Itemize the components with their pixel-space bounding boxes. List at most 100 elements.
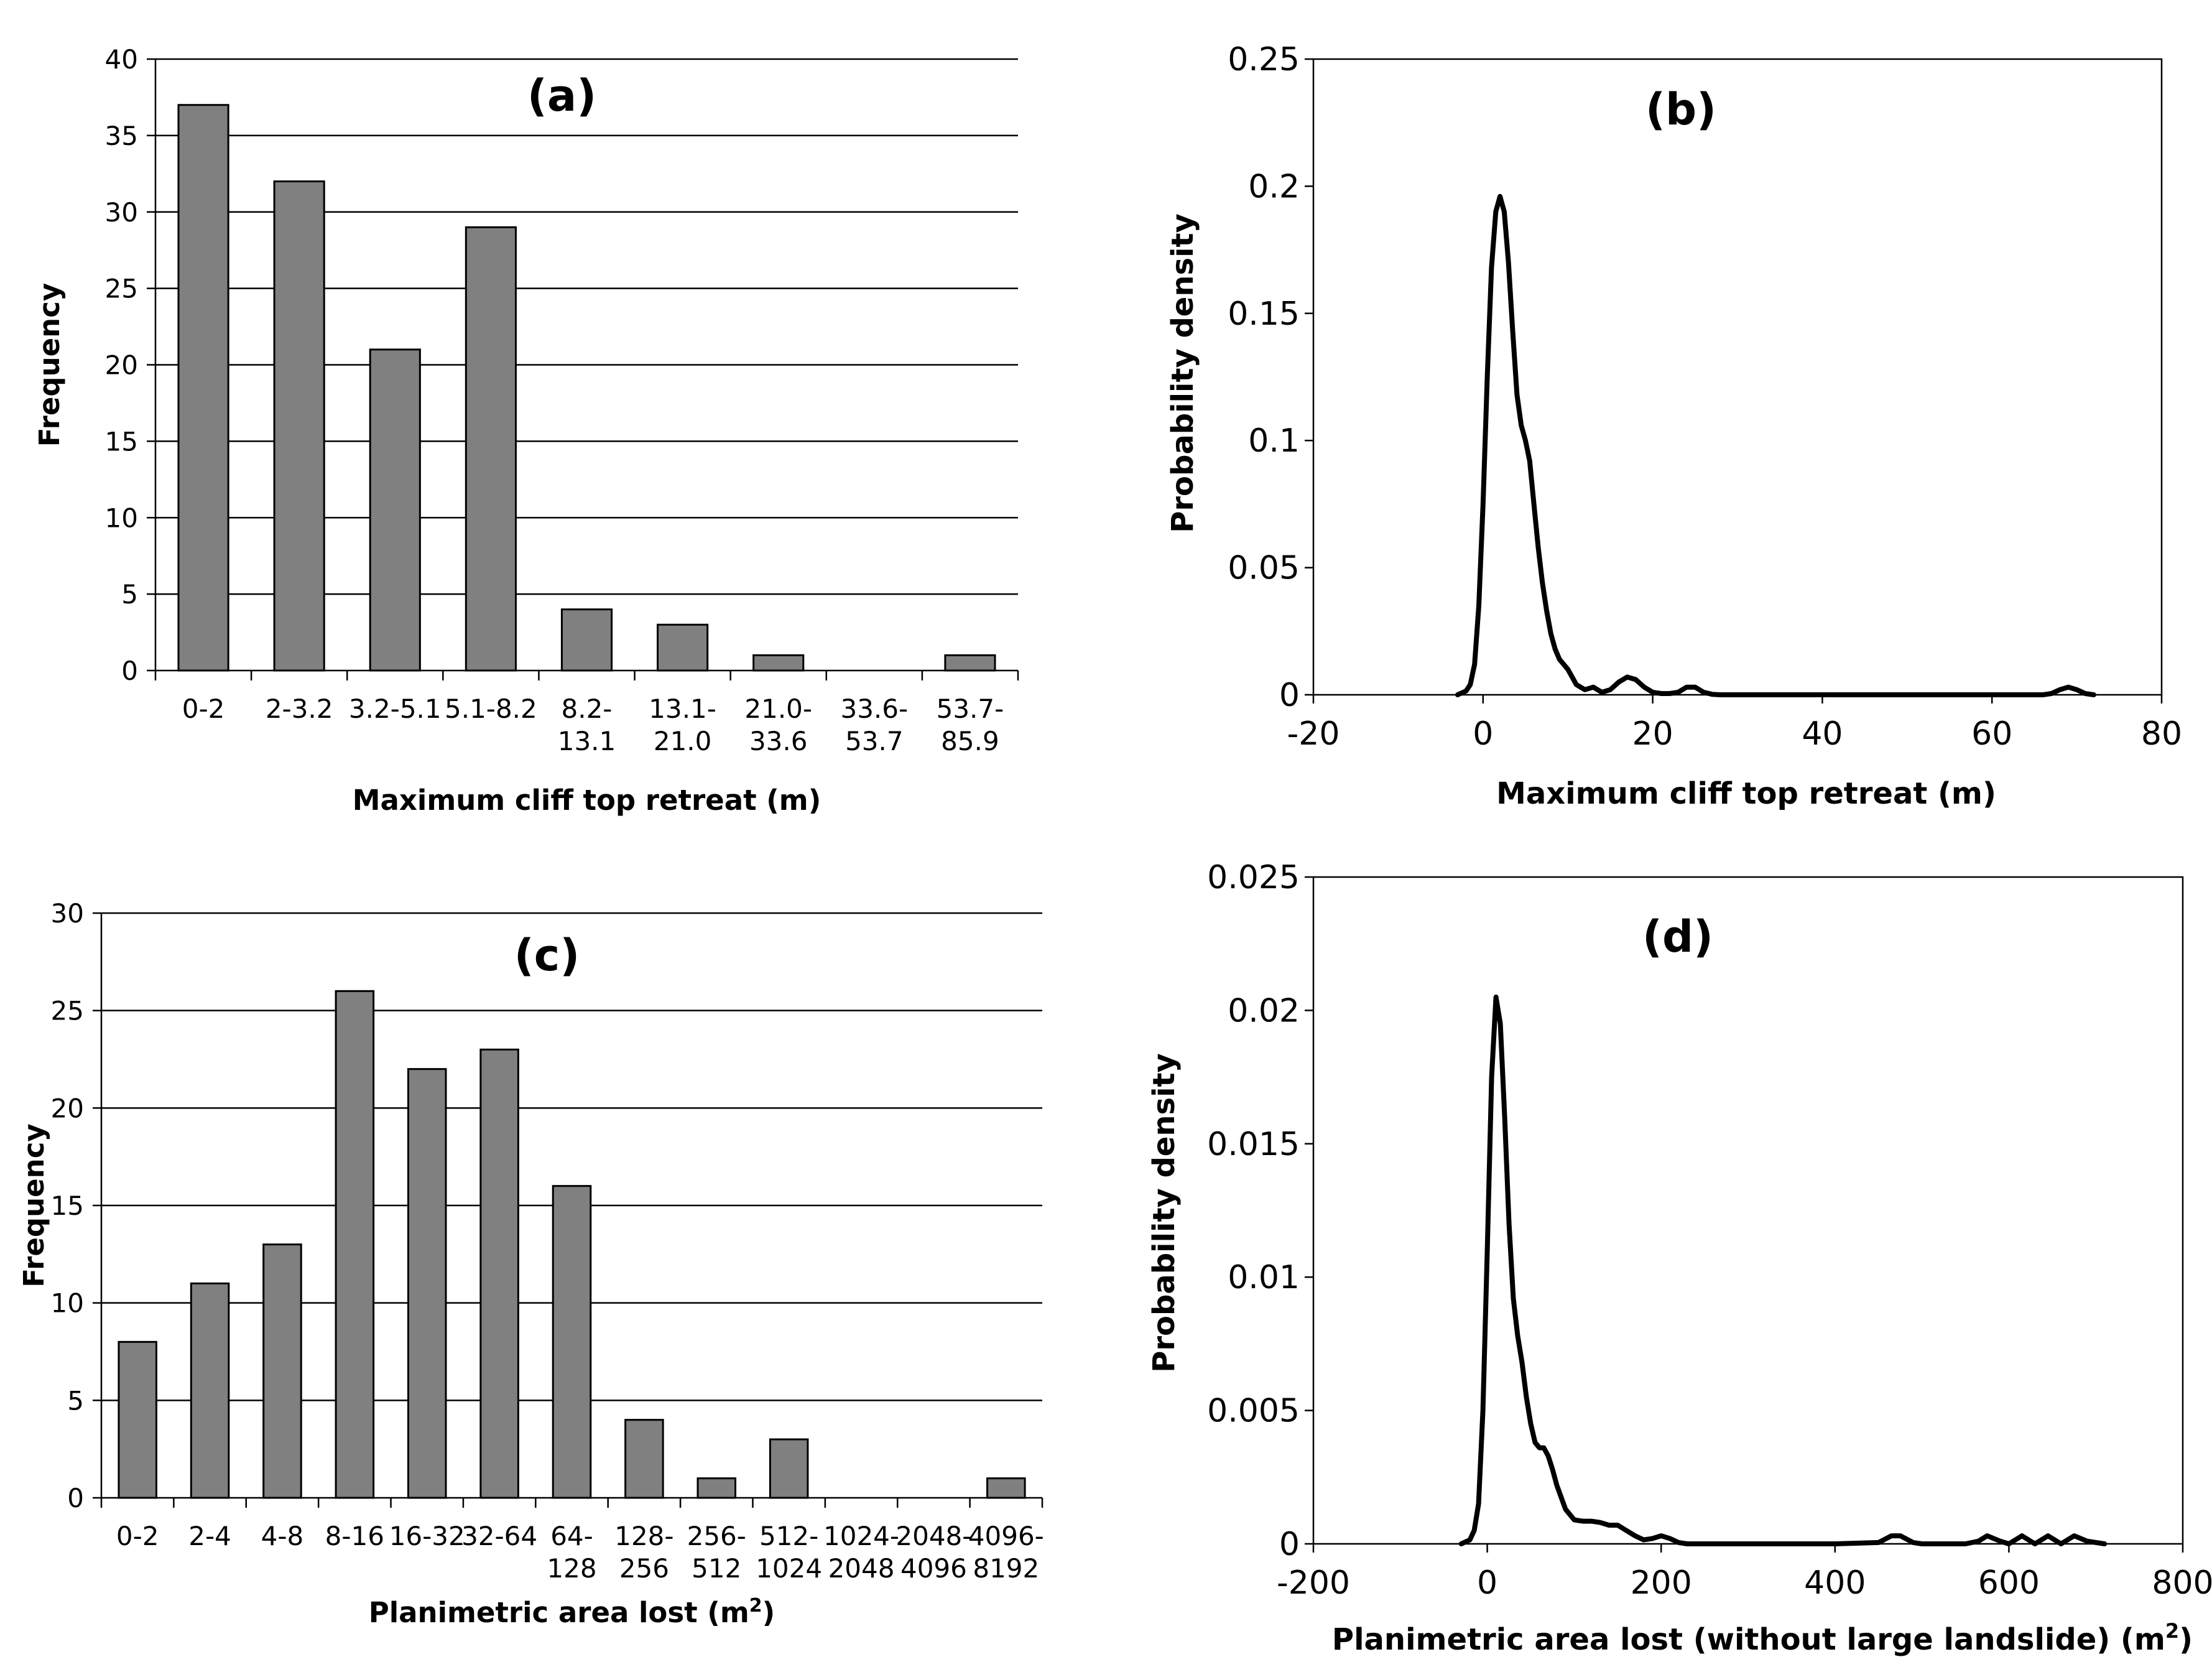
bar bbox=[335, 990, 375, 1499]
bar bbox=[369, 348, 421, 672]
bar bbox=[465, 226, 517, 672]
panel-label: (d) bbox=[1642, 911, 1713, 962]
density-curve bbox=[1458, 995, 2108, 1546]
bar bbox=[769, 1438, 809, 1499]
bar bbox=[560, 608, 613, 672]
x-tick-label: 4-8 bbox=[261, 1521, 304, 1551]
y-tick-label: 10 bbox=[51, 1288, 84, 1319]
plot-frame bbox=[1312, 58, 2163, 696]
x-tick-label: 2-4 bbox=[188, 1521, 231, 1551]
x-tick-label: 400 bbox=[1804, 1564, 1866, 1602]
chart-panel-a: 0 5 10 15 20 25 30 35 40 0-2 2-3.2 3.2-5.1 5.1-8.2 8.… bbox=[33, 44, 1019, 817]
y-axis-title: Probability density bbox=[1147, 1053, 1182, 1373]
y-axis-title: Frequency bbox=[33, 283, 66, 447]
x-tick-label: 2-3.2 bbox=[266, 694, 333, 724]
x-tick-label: 5.1-8.2 bbox=[445, 694, 537, 724]
x-tick-label: 40 bbox=[1802, 715, 1843, 753]
x-tick-label: 16-32 bbox=[389, 1521, 465, 1551]
x-tick-label: 8.2-13.1 bbox=[558, 694, 616, 756]
bar bbox=[657, 623, 709, 672]
x-tick-label: -200 bbox=[1277, 1564, 1350, 1602]
x-tick-label: 21.0-33.6 bbox=[744, 694, 812, 756]
y-axis-title: Frequency bbox=[17, 1123, 50, 1287]
bar bbox=[944, 654, 996, 672]
y-tick-label: 0.025 bbox=[1207, 859, 1300, 896]
y-tick-label: 0.015 bbox=[1207, 1126, 1300, 1163]
bar bbox=[479, 1048, 519, 1499]
x-tick-label: 33.6-53.7 bbox=[840, 694, 908, 756]
x-axis-title: Planimetric area lost (m2) bbox=[369, 1595, 775, 1630]
x-tick-label: 8-16 bbox=[325, 1521, 384, 1551]
x-tick-label: 32-64 bbox=[461, 1521, 537, 1551]
bar bbox=[624, 1419, 664, 1499]
bar bbox=[752, 654, 805, 672]
x-axis-title: Planimetric area lost (without large lan… bbox=[1332, 1619, 2193, 1657]
bar bbox=[986, 1477, 1026, 1499]
y-tick-label: 0 bbox=[1279, 677, 1300, 714]
panel-label: (b) bbox=[1645, 84, 1716, 135]
y-tick-label: 15 bbox=[51, 1191, 84, 1221]
y-tick-label: 0 bbox=[67, 1483, 84, 1513]
x-tick-label: 128-256 bbox=[614, 1521, 673, 1584]
y-tick-label: 0.005 bbox=[1207, 1393, 1300, 1430]
bar bbox=[273, 180, 325, 672]
x-tick-label: 600 bbox=[1978, 1564, 2040, 1602]
y-tick-label: 35 bbox=[105, 121, 138, 151]
y-tick-label: 0.05 bbox=[1228, 550, 1300, 587]
x-tick-label: 64-128 bbox=[547, 1521, 596, 1584]
plot-frame bbox=[1312, 876, 2184, 1545]
x-tick-label: 53.7-85.9 bbox=[937, 694, 1004, 756]
y-tick-label: 0.01 bbox=[1228, 1259, 1300, 1296]
y-tick-label: 20 bbox=[51, 1093, 84, 1123]
bar bbox=[190, 1282, 230, 1499]
chart-panel-b: 00.050.10.150.20.25-20 0 20 40 60 80(b)Probab… bbox=[1165, 41, 2182, 811]
x-tick-label: 256-512 bbox=[687, 1521, 746, 1584]
y-tick-label: 0.02 bbox=[1228, 992, 1300, 1029]
x-tick-label: 0 bbox=[1477, 1564, 1497, 1602]
y-tick-label: 25 bbox=[105, 274, 138, 304]
x-tick-label: 200 bbox=[1631, 1564, 1692, 1602]
panel-label: (c) bbox=[514, 930, 580, 981]
y-tick-label: 0 bbox=[121, 656, 138, 686]
x-tick-label: 13.1-21.0 bbox=[649, 694, 716, 756]
x-tick-label: 512-1024 bbox=[756, 1521, 822, 1584]
y-tick-label: 30 bbox=[51, 898, 84, 929]
x-axis-title: Maximum cliff top retreat (m) bbox=[353, 784, 821, 817]
y-tick-label: 0.25 bbox=[1228, 41, 1300, 78]
x-tick-label: 4096-8192 bbox=[968, 1521, 1044, 1584]
bar bbox=[177, 104, 229, 672]
x-tick-label: 1024-2048 bbox=[823, 1521, 899, 1584]
x-tick-label: 0 bbox=[1473, 715, 1493, 753]
x-tick-label: 20 bbox=[1632, 715, 1673, 753]
y-tick-label: 5 bbox=[67, 1385, 84, 1416]
x-tick-label: 80 bbox=[2141, 715, 2182, 753]
x-tick-label: 0-2 bbox=[116, 1521, 159, 1551]
x-tick-label: 3.2-5.1 bbox=[349, 694, 442, 724]
y-tick-label: 30 bbox=[105, 197, 138, 228]
y-tick-label: 10 bbox=[105, 503, 138, 533]
bar bbox=[407, 1068, 447, 1499]
y-tick-label: 5 bbox=[121, 579, 138, 610]
bar bbox=[118, 1340, 157, 1499]
y-tick-label: 0.1 bbox=[1248, 422, 1300, 460]
x-tick-label: 60 bbox=[1971, 715, 2012, 753]
y-tick-label: 0.2 bbox=[1248, 168, 1300, 205]
bar bbox=[262, 1243, 302, 1499]
y-axis-title: Probability density bbox=[1165, 213, 1200, 533]
x-tick-label: -20 bbox=[1287, 715, 1340, 753]
bar bbox=[552, 1185, 592, 1499]
y-tick-label: 20 bbox=[105, 350, 138, 381]
y-tick-label: 15 bbox=[105, 426, 138, 457]
density-curve bbox=[1455, 193, 2096, 697]
y-tick-label: 0.15 bbox=[1228, 295, 1300, 333]
y-tick-label: 25 bbox=[51, 996, 84, 1026]
x-tick-label: 800 bbox=[2152, 1564, 2212, 1602]
x-tick-label: 0-2 bbox=[182, 694, 225, 724]
x-tick-label: 2048-4096 bbox=[895, 1521, 971, 1584]
bar bbox=[696, 1477, 737, 1499]
panel-label: (a) bbox=[527, 70, 596, 121]
x-axis-title: Maximum cliff top retreat (m) bbox=[1496, 776, 1996, 811]
